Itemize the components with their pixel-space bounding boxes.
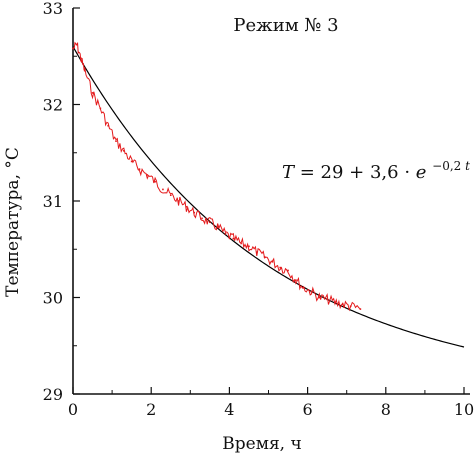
measured-point xyxy=(302,287,305,289)
measured-point xyxy=(185,205,188,208)
measured-series xyxy=(72,41,362,312)
x-tick-label: 0 xyxy=(68,400,78,419)
measured-point xyxy=(146,174,149,176)
measured-point xyxy=(162,188,164,191)
measured-point xyxy=(318,296,321,299)
measured-point xyxy=(138,168,141,170)
x-tick-label: 6 xyxy=(303,400,313,419)
measured-point xyxy=(349,305,352,307)
y-axis-label: Температура, °C xyxy=(3,147,23,297)
formula-exp-base: e xyxy=(416,162,427,183)
measured-line xyxy=(72,41,361,312)
measured-point xyxy=(80,57,82,59)
x-tick-label: 8 xyxy=(381,400,391,419)
measured-point xyxy=(107,124,109,127)
y-tick-label: 29 xyxy=(43,385,63,404)
measured-point xyxy=(334,301,336,304)
measured-point xyxy=(326,298,328,301)
measured-point xyxy=(248,245,250,248)
x-axis-label: Время, ч xyxy=(222,434,301,454)
formula-exponent-prefix: −0,2 xyxy=(432,159,461,173)
measured-point xyxy=(72,47,74,50)
x-tick-label: 10 xyxy=(454,400,474,419)
measured-point xyxy=(76,43,78,46)
formula-lhs: T xyxy=(282,162,296,183)
x-tick-label: 4 xyxy=(224,400,234,419)
measured-point xyxy=(99,107,102,110)
measured-point xyxy=(216,226,219,228)
measured-point xyxy=(271,260,274,263)
measured-point xyxy=(83,69,86,72)
formula-annotation: T = 29 + 3,6 · e −0,2 t xyxy=(282,159,470,183)
measured-point xyxy=(279,266,282,269)
formula-rhs: = 29 + 3,6 · xyxy=(300,162,416,183)
measured-point xyxy=(359,308,362,310)
measured-point xyxy=(263,256,266,258)
measured-point xyxy=(224,233,227,235)
measured-point xyxy=(310,290,313,293)
ticks xyxy=(72,7,465,395)
measured-point xyxy=(91,92,94,94)
measured-point xyxy=(287,269,289,272)
measured-point xyxy=(123,150,125,152)
measured-point xyxy=(209,221,211,224)
measured-point xyxy=(154,180,156,183)
y-tick-label: 30 xyxy=(43,289,63,308)
measured-point xyxy=(115,140,117,142)
measured-point xyxy=(201,217,203,220)
measured-point xyxy=(169,194,172,197)
y-tick-label: 31 xyxy=(43,192,63,211)
formula-exponent: −0,2 t xyxy=(432,159,470,173)
measured-point xyxy=(240,242,242,245)
measured-point xyxy=(232,237,235,240)
model-curve xyxy=(72,46,465,348)
formula-exponent-var: t xyxy=(465,159,470,173)
measured-point xyxy=(177,200,180,202)
chart-title: Режим № 3 xyxy=(233,15,338,36)
x-tick-label: 2 xyxy=(146,400,156,419)
y-tick-label: 33 xyxy=(43,0,63,18)
tick-labels: 0 2 4 6 8 10 29 30 31 32 33 xyxy=(43,0,474,419)
measured-point xyxy=(130,160,133,163)
measured-point xyxy=(255,251,258,253)
measured-point xyxy=(341,303,344,306)
measured-point xyxy=(295,279,297,281)
measured-point xyxy=(193,211,196,214)
y-tick-label: 32 xyxy=(43,96,63,115)
